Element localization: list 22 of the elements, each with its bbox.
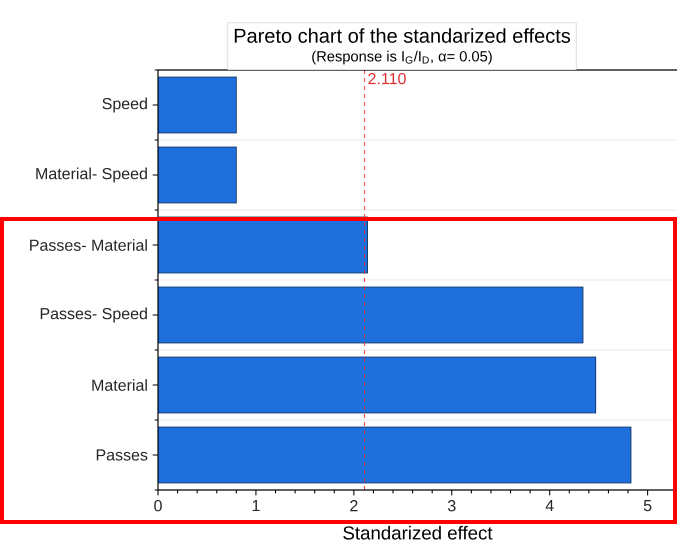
bar (158, 146, 237, 204)
x-tick-label: 1 (252, 500, 260, 512)
x-tick-label: 3 (448, 500, 456, 512)
x-tick-label: 4 (546, 500, 554, 512)
bar (158, 76, 237, 134)
y-tick-label: Speed (102, 98, 147, 112)
bar (158, 426, 632, 484)
y-tick-label: Material (92, 379, 147, 391)
y-tick-label: Passes- Material (30, 239, 147, 251)
bar (158, 356, 596, 414)
x-axis-title: Standarized effect (343, 526, 492, 540)
x-tick-label: 5 (644, 500, 652, 512)
x-tick-label: 2 (350, 500, 358, 512)
x-tick-label: 0 (154, 500, 162, 512)
ref-line-label: 2.110 (368, 72, 406, 84)
bar (158, 286, 584, 344)
chart-subtitle: (Response is I$_{G}$/I$_{D}$, α= 0.05) (312, 50, 492, 64)
y-tick-label: Material- Speed (36, 168, 147, 182)
y-tick-label: Passes- Speed (40, 308, 147, 322)
bar (158, 216, 368, 274)
chart-title: Pareto chart of the standarized effects (234, 28, 570, 43)
y-tick-label: Passes (96, 449, 148, 461)
